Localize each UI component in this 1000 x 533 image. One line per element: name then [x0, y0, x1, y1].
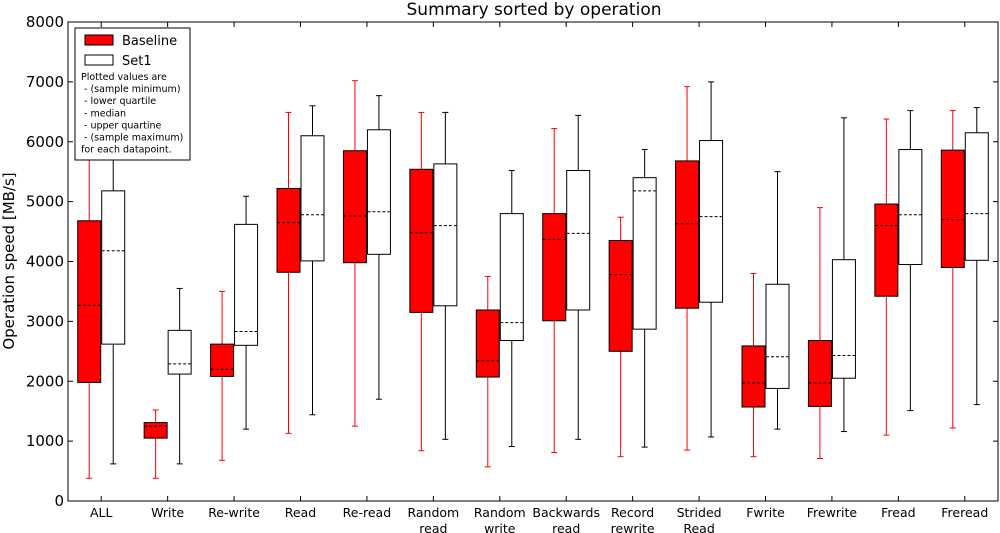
- box-baseline: [409, 168, 434, 313]
- x-tick-label: Frewrite: [807, 505, 858, 520]
- box-baseline: [874, 203, 899, 297]
- x-tick-label-line: Record: [611, 505, 654, 520]
- legend-note-line: for each datapoint.: [81, 145, 172, 156]
- legend-note-line: - median: [81, 108, 126, 119]
- y-tick-label: 4000: [26, 253, 64, 271]
- x-tick-label-line: Re-read: [343, 505, 391, 520]
- box-baseline: [342, 150, 367, 264]
- y-tick-label: 1000: [26, 432, 64, 450]
- box-baseline: [741, 345, 766, 408]
- box-set1: [632, 177, 657, 330]
- x-tick-label: Re-write: [208, 505, 260, 520]
- x-tick-label-line: Freread: [941, 505, 988, 520]
- x-tick-label-line: Fread: [881, 505, 915, 520]
- legend-label-set1: Set1: [122, 54, 152, 69]
- legend-note-line: - (sample maximum): [81, 133, 183, 144]
- x-tick-label-line: Read: [285, 505, 316, 520]
- x-tick-label-line: Fwrite: [746, 505, 785, 520]
- box-set1: [699, 140, 724, 303]
- x-tick-label: Backwards read: [532, 505, 600, 533]
- box-baseline: [475, 309, 500, 378]
- x-tick-label: Random read: [407, 505, 459, 533]
- y-tick-label: 6000: [26, 133, 64, 151]
- x-tick-label: Read: [285, 505, 316, 520]
- x-tick-label-line: write: [484, 521, 516, 533]
- box-set1: [499, 213, 524, 342]
- box-set1: [234, 223, 259, 346]
- legend-note-line: - upper quartine: [81, 120, 161, 131]
- box-baseline: [210, 343, 235, 377]
- box-set1: [898, 149, 923, 265]
- box-set1: [300, 135, 325, 262]
- x-tick-label-line: Random: [474, 505, 526, 520]
- x-tick-label-line: rewrite: [611, 521, 655, 533]
- legend-swatch-baseline: [84, 34, 114, 46]
- box-set1: [566, 169, 591, 311]
- x-tick-label: Fread: [881, 505, 915, 520]
- y-axis-label: Operation speed [MB/s]: [0, 172, 18, 349]
- x-tick-label: Strided Read: [677, 505, 722, 533]
- x-tick-label: ALL: [90, 505, 113, 520]
- box-set1: [433, 163, 458, 307]
- x-tick-label: Freread: [941, 505, 988, 520]
- x-tick-label-line: Read: [683, 521, 714, 533]
- legend-label-baseline: Baseline: [122, 34, 177, 49]
- legend-swatch-set1: [84, 54, 114, 66]
- box-baseline: [940, 149, 965, 268]
- plot-frame: [67, 21, 999, 502]
- y-tick-label: 7000: [26, 73, 64, 91]
- box-set1: [101, 190, 126, 345]
- x-tick-label-line: read: [552, 521, 580, 533]
- y-tick-label: 8000: [26, 13, 64, 31]
- legend-note-line: - lower quartile: [81, 96, 156, 107]
- x-tick-label: Re-read: [343, 505, 391, 520]
- legend: Baseline Set1 Plotted values are - (sample…: [74, 27, 191, 161]
- legend-box: [74, 27, 191, 161]
- x-tick-label-line: ALL: [90, 505, 113, 520]
- box-baseline: [143, 422, 168, 439]
- y-tick-label: 0: [54, 492, 64, 510]
- y-tick-label: 2000: [26, 372, 64, 390]
- x-tick-label-line: Write: [151, 505, 184, 520]
- x-tick-label-line: Strided: [677, 505, 722, 520]
- plot-area: 0 1000 2000 3000 4000 5000 6000 7000 8000 ALL Writ…: [26, 13, 999, 533]
- x-tick-label-line: read: [419, 521, 447, 533]
- box-set1: [765, 283, 790, 389]
- box-baseline: [542, 213, 567, 322]
- box-set1: [366, 129, 391, 255]
- chart-title: Summary sorted by operation: [407, 0, 662, 20]
- x-tick-label-line: Backwards: [532, 505, 600, 520]
- x-tick-label-line: Random: [407, 505, 459, 520]
- x-tick-label-line: Re-write: [208, 505, 260, 520]
- box-set1: [831, 259, 856, 379]
- box-baseline: [608, 240, 633, 352]
- box-set1: [964, 132, 989, 261]
- x-tick-label: Record rewrite: [611, 505, 655, 533]
- legend-note-line: - (sample minimum): [81, 84, 181, 95]
- x-tick-label: Write: [151, 505, 184, 520]
- y-tick-label: 5000: [26, 193, 64, 211]
- x-tick-label-line: Frewrite: [807, 505, 858, 520]
- x-tick-label: Random write: [474, 505, 526, 533]
- box-set1: [167, 329, 192, 375]
- y-tick-label: 3000: [26, 312, 64, 330]
- box-baseline: [675, 160, 700, 309]
- x-tick-label: Fwrite: [746, 505, 785, 520]
- box-baseline: [77, 220, 102, 383]
- box-baseline: [276, 187, 301, 273]
- box-baseline: [807, 340, 832, 407]
- legend-note-line: Plotted values are: [81, 72, 167, 83]
